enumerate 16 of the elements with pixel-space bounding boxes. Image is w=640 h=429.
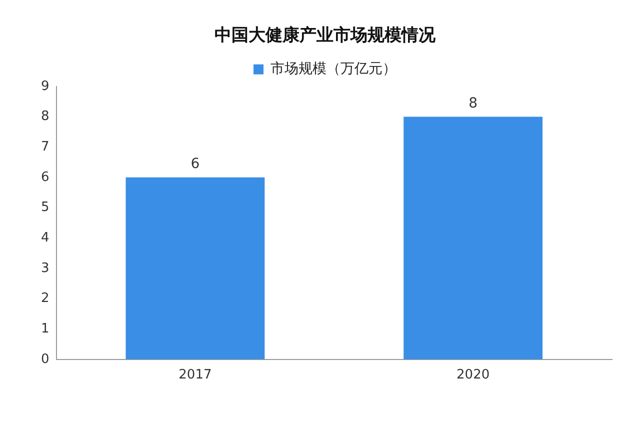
y-tick-label: 6 — [40, 170, 50, 185]
y-tick-label: 8 — [40, 109, 50, 124]
y-tick-label: 9 — [40, 78, 50, 94]
y-tick-label: 5 — [40, 200, 50, 216]
legend-label: 市场规模（万亿元） — [270, 61, 396, 78]
data-label: 8 — [468, 95, 478, 112]
chart-title: 中国大健康产业市场规模情况 — [214, 26, 436, 46]
y-tick-label: 7 — [40, 139, 50, 154]
y-tick-label: 1 — [40, 321, 50, 336]
x-tick-label: 2020 — [456, 368, 490, 383]
data-label: 6 — [190, 156, 200, 172]
y-tick-label: 2 — [40, 291, 50, 306]
x-tick-label: 2017 — [178, 368, 212, 383]
y-tick-label: 0 — [40, 352, 50, 367]
y-tick-label: 3 — [40, 260, 50, 276]
y-tick-label: 4 — [40, 230, 50, 246]
